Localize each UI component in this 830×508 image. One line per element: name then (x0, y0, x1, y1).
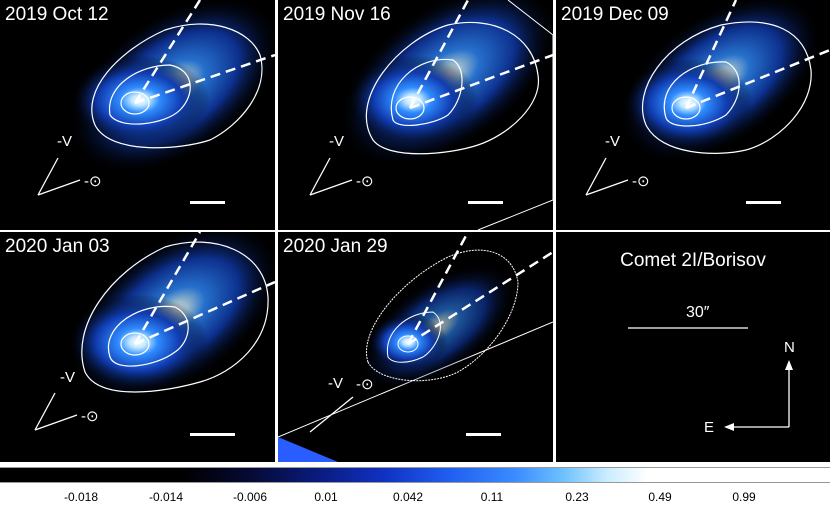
east-label: E (704, 419, 715, 436)
image-panel: 2020 Jan 29 -V -⊙ (278, 232, 553, 462)
v-arrow (37, 157, 59, 196)
scale-bar (468, 201, 503, 204)
sun-arrow (34, 414, 78, 431)
sun-label: -⊙ (81, 408, 99, 425)
image-panel: 2019 Dec 09 -V -⊙ (556, 0, 830, 230)
colorbar-tick: -0.018 (63, 490, 99, 504)
image-panel: 2020 Jan 03 -V -⊙ (0, 232, 275, 462)
legend-panel: Comet 2I/Borisov 30″ N E (556, 232, 830, 462)
sun-label: -⊙ (356, 376, 374, 393)
colorbar-tick: 0.01 (314, 490, 338, 504)
v-label: -V (329, 133, 344, 150)
sun-label: -⊙ (356, 173, 374, 190)
v-label: -V (605, 133, 620, 150)
panel-date: 2019 Nov 16 (283, 4, 391, 25)
scale-label: 30″ (686, 304, 710, 321)
sun-label: -⊙ (84, 173, 102, 190)
v-label: -V (328, 375, 343, 392)
sun-arrow (309, 179, 353, 196)
north-label: N (784, 339, 795, 356)
image-panel: 2019 Nov 16 -V -⊙ (278, 0, 553, 230)
panel-date: 2019 Dec 09 (561, 4, 669, 25)
v-arrow (309, 396, 354, 433)
colorbar-tick: 0.042 (392, 490, 424, 504)
image-panel: 2019 Oct 12 -V -⊙ (0, 0, 275, 230)
orientation-diagram (628, 327, 793, 431)
comet-image (278, 232, 553, 462)
panel-date: 2020 Jan 29 (283, 236, 388, 257)
panel-date: 2020 Jan 03 (5, 236, 110, 257)
sun-label: -⊙ (632, 173, 650, 190)
v-label: -V (57, 133, 72, 150)
colorbar-tick: 0.49 (648, 490, 672, 504)
sun-arrow (37, 179, 81, 196)
comet-image (309, 0, 553, 230)
sun-arrow (585, 179, 629, 196)
scale-bar (190, 201, 225, 204)
v-label: -V (60, 369, 75, 386)
colorbar-tick: 0.23 (565, 490, 589, 504)
colorbar-tick: 0.99 (732, 490, 756, 504)
v-arrow (309, 157, 331, 196)
scale-bar (746, 201, 781, 204)
v-arrow (585, 157, 607, 196)
colorbar (0, 467, 830, 483)
comet-image (585, 0, 830, 204)
colorbar-tick: 0.11 (480, 490, 504, 504)
v-arrow (34, 392, 56, 431)
comet-image (34, 232, 275, 436)
colorbar-tick: -0.006 (232, 490, 268, 504)
panel-date: 2019 Oct 12 (5, 4, 109, 25)
scale-bar (466, 433, 501, 436)
comet-image (37, 0, 275, 204)
legend-title: Comet 2I/Borisov (620, 250, 766, 271)
scale-bar (190, 433, 235, 436)
comet-image-grid: 2019 Oct 12 -V -⊙ 2019 Nov 16 -V -⊙ (0, 0, 830, 462)
colorbar-tick: -0.014 (148, 490, 184, 504)
